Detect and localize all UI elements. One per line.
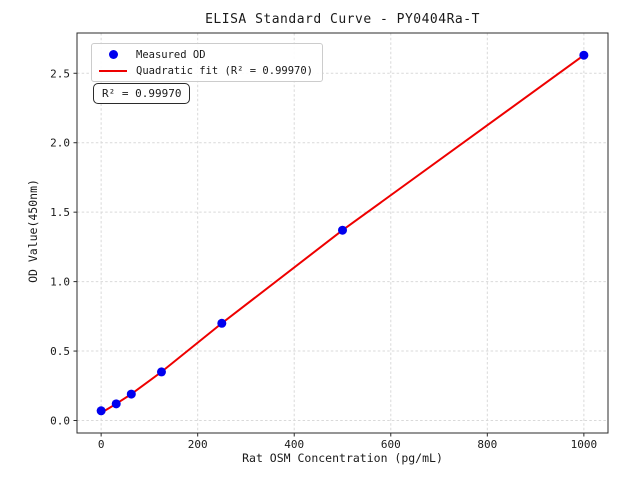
x-tick-label: 400	[284, 438, 304, 451]
legend-label-quadratic-fit: Quadratic fit (R² = 0.99970)	[136, 64, 314, 77]
legend-marker-cell	[98, 50, 128, 59]
data-point	[217, 318, 227, 328]
data-point	[338, 225, 347, 235]
y-tick-label: 1.5	[50, 206, 70, 219]
legend-label-measured-od: Measured OD	[136, 48, 206, 61]
data-point	[579, 50, 589, 60]
r-squared-annotation: R² = 0.99970	[93, 83, 191, 104]
axes-frame	[76, 32, 609, 434]
y-tick-label: 2.5	[50, 67, 70, 80]
chart-title: ELISA Standard Curve - PY0404Ra-T	[205, 12, 480, 27]
legend-item-quadratic-fit: Quadratic fit (R² = 0.99970)	[98, 64, 313, 77]
y-tick-label: 0.5	[50, 345, 70, 358]
y-tick-label: 1.0	[50, 276, 70, 289]
x-tick-label: 200	[188, 438, 208, 451]
legend-marker-cell	[98, 69, 128, 72]
x-tick-label: 600	[381, 438, 401, 451]
data-point	[96, 406, 106, 416]
x-tick-label: 1000	[571, 438, 598, 451]
x-tick-label: 0	[98, 438, 105, 451]
data-point	[111, 399, 121, 409]
y-tick-label: 2.0	[50, 137, 70, 150]
legend: Measured OD Quadratic fit (R² = 0.99970)	[91, 43, 324, 82]
data-point	[156, 367, 166, 377]
x-axis-label: Rat OSM Concentration (pg/mL)	[242, 451, 443, 465]
x-tick-label: 800	[477, 438, 497, 451]
y-axis-label: OD Value(450nm)	[26, 179, 40, 283]
y-tick-label: 0.0	[50, 415, 70, 428]
legend-item-measured-od: Measured OD	[98, 48, 313, 61]
fit-line-icon	[99, 69, 127, 72]
scatter-dot-icon	[108, 50, 118, 59]
data-point	[126, 389, 136, 399]
